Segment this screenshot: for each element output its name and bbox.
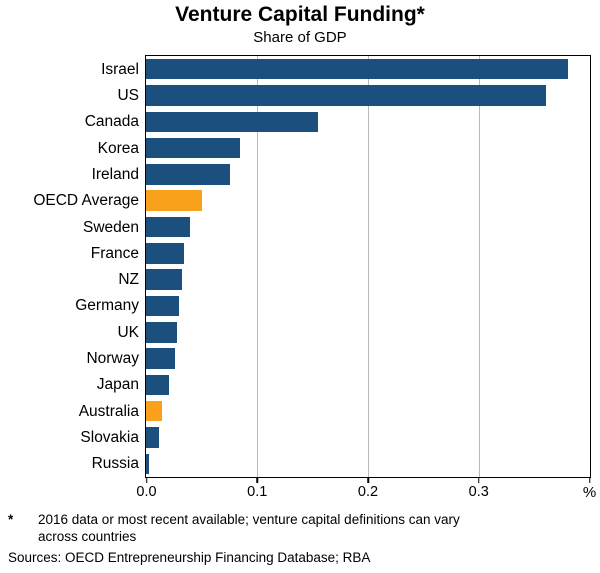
y-axis-labels: Israel US Canada Korea Ireland OECD Average Sw… <box>0 57 139 477</box>
footnote-text: 2016 data or most recent available; vent… <box>38 512 460 546</box>
x-tick-label-0.3: 0.3 <box>468 484 489 500</box>
category-label-france: France <box>90 244 139 262</box>
category-label-sweden: Sweden <box>82 218 139 236</box>
category-label-canada: Canada <box>84 113 139 131</box>
bar-nz <box>146 269 182 290</box>
footnote-line1: 2016 data or most recent available; vent… <box>38 512 460 527</box>
category-label-norway: Norway <box>86 350 139 368</box>
bar-ireland <box>146 164 231 185</box>
category-label-israel: Israel <box>101 60 139 78</box>
category-label-uk: UK <box>117 323 139 341</box>
axis-tick <box>256 478 258 483</box>
category-label-slovakia: Slovakia <box>80 429 139 447</box>
bar-uk <box>146 322 178 343</box>
category-label-ireland: Ireland <box>91 165 139 183</box>
bar-us <box>146 85 546 106</box>
bar-france <box>146 243 184 264</box>
category-label-japan: Japan <box>96 376 139 394</box>
bar-australia <box>146 400 162 422</box>
category-label-nz: NZ <box>118 271 139 289</box>
category-label-germany: Germany <box>75 297 139 315</box>
x-axis-ticks <box>145 478 591 484</box>
x-axis-tick-labels: 0.0 0.1 0.2 0.3% <box>136 484 596 502</box>
bar-israel <box>146 58 568 80</box>
footnote-marker: * <box>8 512 14 527</box>
plot-area <box>145 55 591 478</box>
gridline <box>479 56 480 477</box>
axis-tick <box>588 478 591 483</box>
category-label-oecd-average: OECD Average <box>33 192 139 210</box>
chart-title: Venture Capital Funding* <box>175 3 425 26</box>
category-label-australia: Australia <box>78 402 139 420</box>
axis-tick <box>367 478 369 483</box>
axis-tick <box>478 478 480 483</box>
bar-russia <box>146 453 150 475</box>
axis-tick <box>145 478 148 483</box>
category-label-russia: Russia <box>91 455 139 473</box>
sources-line: Sources: OECD Entrepreneurship Financing… <box>8 550 371 565</box>
x-tick-label-0.0: 0.0 <box>136 484 157 500</box>
x-tick-label-0.1: 0.1 <box>247 484 268 500</box>
bar-norway <box>146 348 175 369</box>
bar-slovakia <box>146 427 160 448</box>
bar-sweden <box>146 216 191 238</box>
chart-subtitle: Share of GDP <box>253 29 347 46</box>
bar-canada <box>146 111 319 133</box>
footnote: * 2016 data or most recent available; ve… <box>8 512 592 546</box>
gridline <box>368 56 369 477</box>
x-tick-label-0.2: 0.2 <box>357 484 379 500</box>
category-label-us: US <box>117 86 139 104</box>
bar-oecd-average <box>146 190 202 211</box>
bar-korea <box>146 137 241 159</box>
bar-germany <box>146 295 180 317</box>
bar-japan <box>146 374 170 396</box>
footnote-line2: across countries <box>38 528 137 544</box>
category-label-korea: Korea <box>97 139 139 157</box>
gridline <box>257 56 258 477</box>
axis-unit-label: % <box>582 484 597 501</box>
